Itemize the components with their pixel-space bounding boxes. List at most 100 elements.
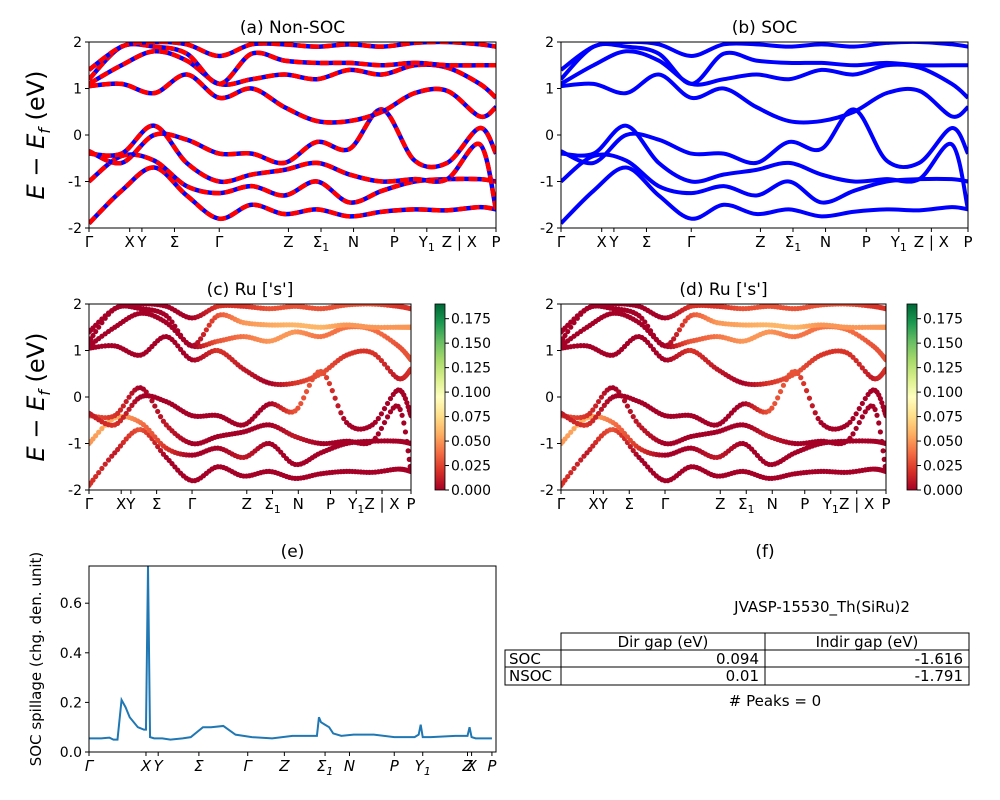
x-tick-label-sub: 1	[322, 241, 329, 254]
plot-area	[89, 42, 496, 225]
band-point	[338, 410, 344, 416]
x-tick-label: N	[293, 495, 304, 513]
band-point	[206, 322, 212, 328]
x-tick-label-main: Σ	[152, 495, 161, 513]
x-tick-label-main: P	[491, 233, 500, 251]
x-tick-label-main: Γ	[215, 233, 224, 251]
colorbar-tick-label: 0.000	[923, 483, 963, 499]
y-tick-label: 0	[545, 390, 554, 406]
x-tick-label-main: N	[293, 495, 304, 513]
band-point	[384, 414, 391, 420]
colorbar-tick-label: 0.025	[451, 459, 491, 475]
axes-frame	[88, 565, 497, 753]
band-point	[387, 409, 394, 415]
x-tick-label-main: X	[597, 233, 607, 251]
axes-frame	[88, 303, 412, 491]
band-point	[639, 315, 645, 321]
x-tick-label: Z	[283, 233, 293, 251]
band-point	[152, 403, 158, 409]
band-point	[853, 425, 859, 432]
ylabel-row2: E − Ef (eV)	[22, 333, 54, 462]
ylabel-row2-main: E − E	[22, 395, 50, 462]
colorbar-gradient	[434, 303, 446, 491]
x-tick-label: Z | X	[839, 495, 874, 513]
band-point	[872, 406, 878, 413]
band-point	[172, 323, 178, 329]
band-point	[850, 354, 856, 360]
band-point	[621, 398, 628, 404]
panel-title: (a) Non-SOC	[240, 18, 345, 38]
band-point	[117, 443, 124, 449]
x-tick-label-main: Y	[608, 233, 619, 251]
band-point	[99, 426, 105, 432]
band-point	[630, 447, 636, 454]
x-tick-label-main: Γ	[661, 495, 670, 513]
x-tick-label-main: N	[820, 233, 831, 251]
band-point	[117, 407, 124, 413]
band-point	[859, 365, 865, 371]
x-tick-label-main: Z	[715, 495, 725, 513]
y-tick-label: 0	[73, 390, 82, 406]
y-tick-label: -1	[540, 437, 554, 453]
x-tick-label-main: Y	[347, 495, 358, 513]
y-tick-label: 0.6	[60, 596, 82, 612]
band-point	[590, 443, 596, 449]
x-tick-label: Z | X	[442, 233, 477, 251]
ylabel-row1-sub: f	[35, 126, 54, 134]
band-point	[408, 306, 411, 312]
band-line-4	[561, 72, 968, 125]
x-tick-label-sub: 1	[424, 765, 431, 778]
x-tick-label-main: Σ	[642, 233, 651, 251]
y-tick-label: 1	[73, 344, 82, 360]
band-point	[90, 477, 96, 483]
band-point	[653, 336, 659, 342]
band-point	[562, 477, 568, 483]
x-tick-label-main: P	[390, 757, 400, 775]
ylabel-row2-units: (eV)	[22, 333, 50, 391]
x-tick-label: P	[326, 495, 335, 513]
x-tick-label: Σ	[642, 233, 651, 251]
band-point	[99, 465, 105, 472]
x-tick-label-main: Σ	[264, 495, 273, 513]
band-point	[769, 405, 775, 411]
x-tick-label: Z	[278, 757, 290, 775]
x-tick-label: Σ1	[785, 233, 801, 254]
x-tick-label-main: Σ	[317, 757, 327, 775]
band-point	[96, 429, 102, 435]
x-tick-label: P	[800, 495, 809, 513]
band-point	[883, 468, 886, 474]
band-point	[99, 316, 105, 322]
band-point	[295, 405, 301, 411]
band-point	[803, 388, 810, 394]
table-header-dir-gap: Dir gap (eV)	[618, 633, 709, 651]
band-point	[801, 380, 807, 387]
y-tick-label: 0.0	[60, 745, 82, 761]
band-point	[847, 435, 853, 441]
band-point	[581, 453, 587, 459]
band-point	[405, 448, 411, 454]
band-point	[329, 388, 335, 394]
band-point	[590, 407, 596, 413]
x-tick-label-main: Y	[822, 495, 833, 513]
band-point	[301, 395, 307, 401]
colorbar-tick-label: 0.075	[451, 410, 491, 426]
colorbar-tick-label: 0.050	[923, 434, 963, 450]
band-point	[326, 380, 333, 387]
y-tick-label: 1	[545, 344, 554, 360]
band-point	[375, 431, 381, 437]
band-point	[777, 388, 784, 395]
x-tick-label-main: Σ	[313, 233, 322, 251]
band-point	[668, 339, 674, 346]
band-point	[645, 323, 651, 329]
band-point	[378, 411, 385, 417]
x-tick-label-main: Σ	[785, 233, 794, 251]
x-tick-label: Z	[755, 233, 765, 251]
band-point	[195, 339, 201, 346]
band-point	[408, 324, 411, 330]
band-line-1	[561, 152, 968, 205]
band-point	[856, 419, 862, 426]
y-tick-label: -2	[68, 221, 82, 237]
x-tick-label-main: P	[326, 495, 335, 513]
